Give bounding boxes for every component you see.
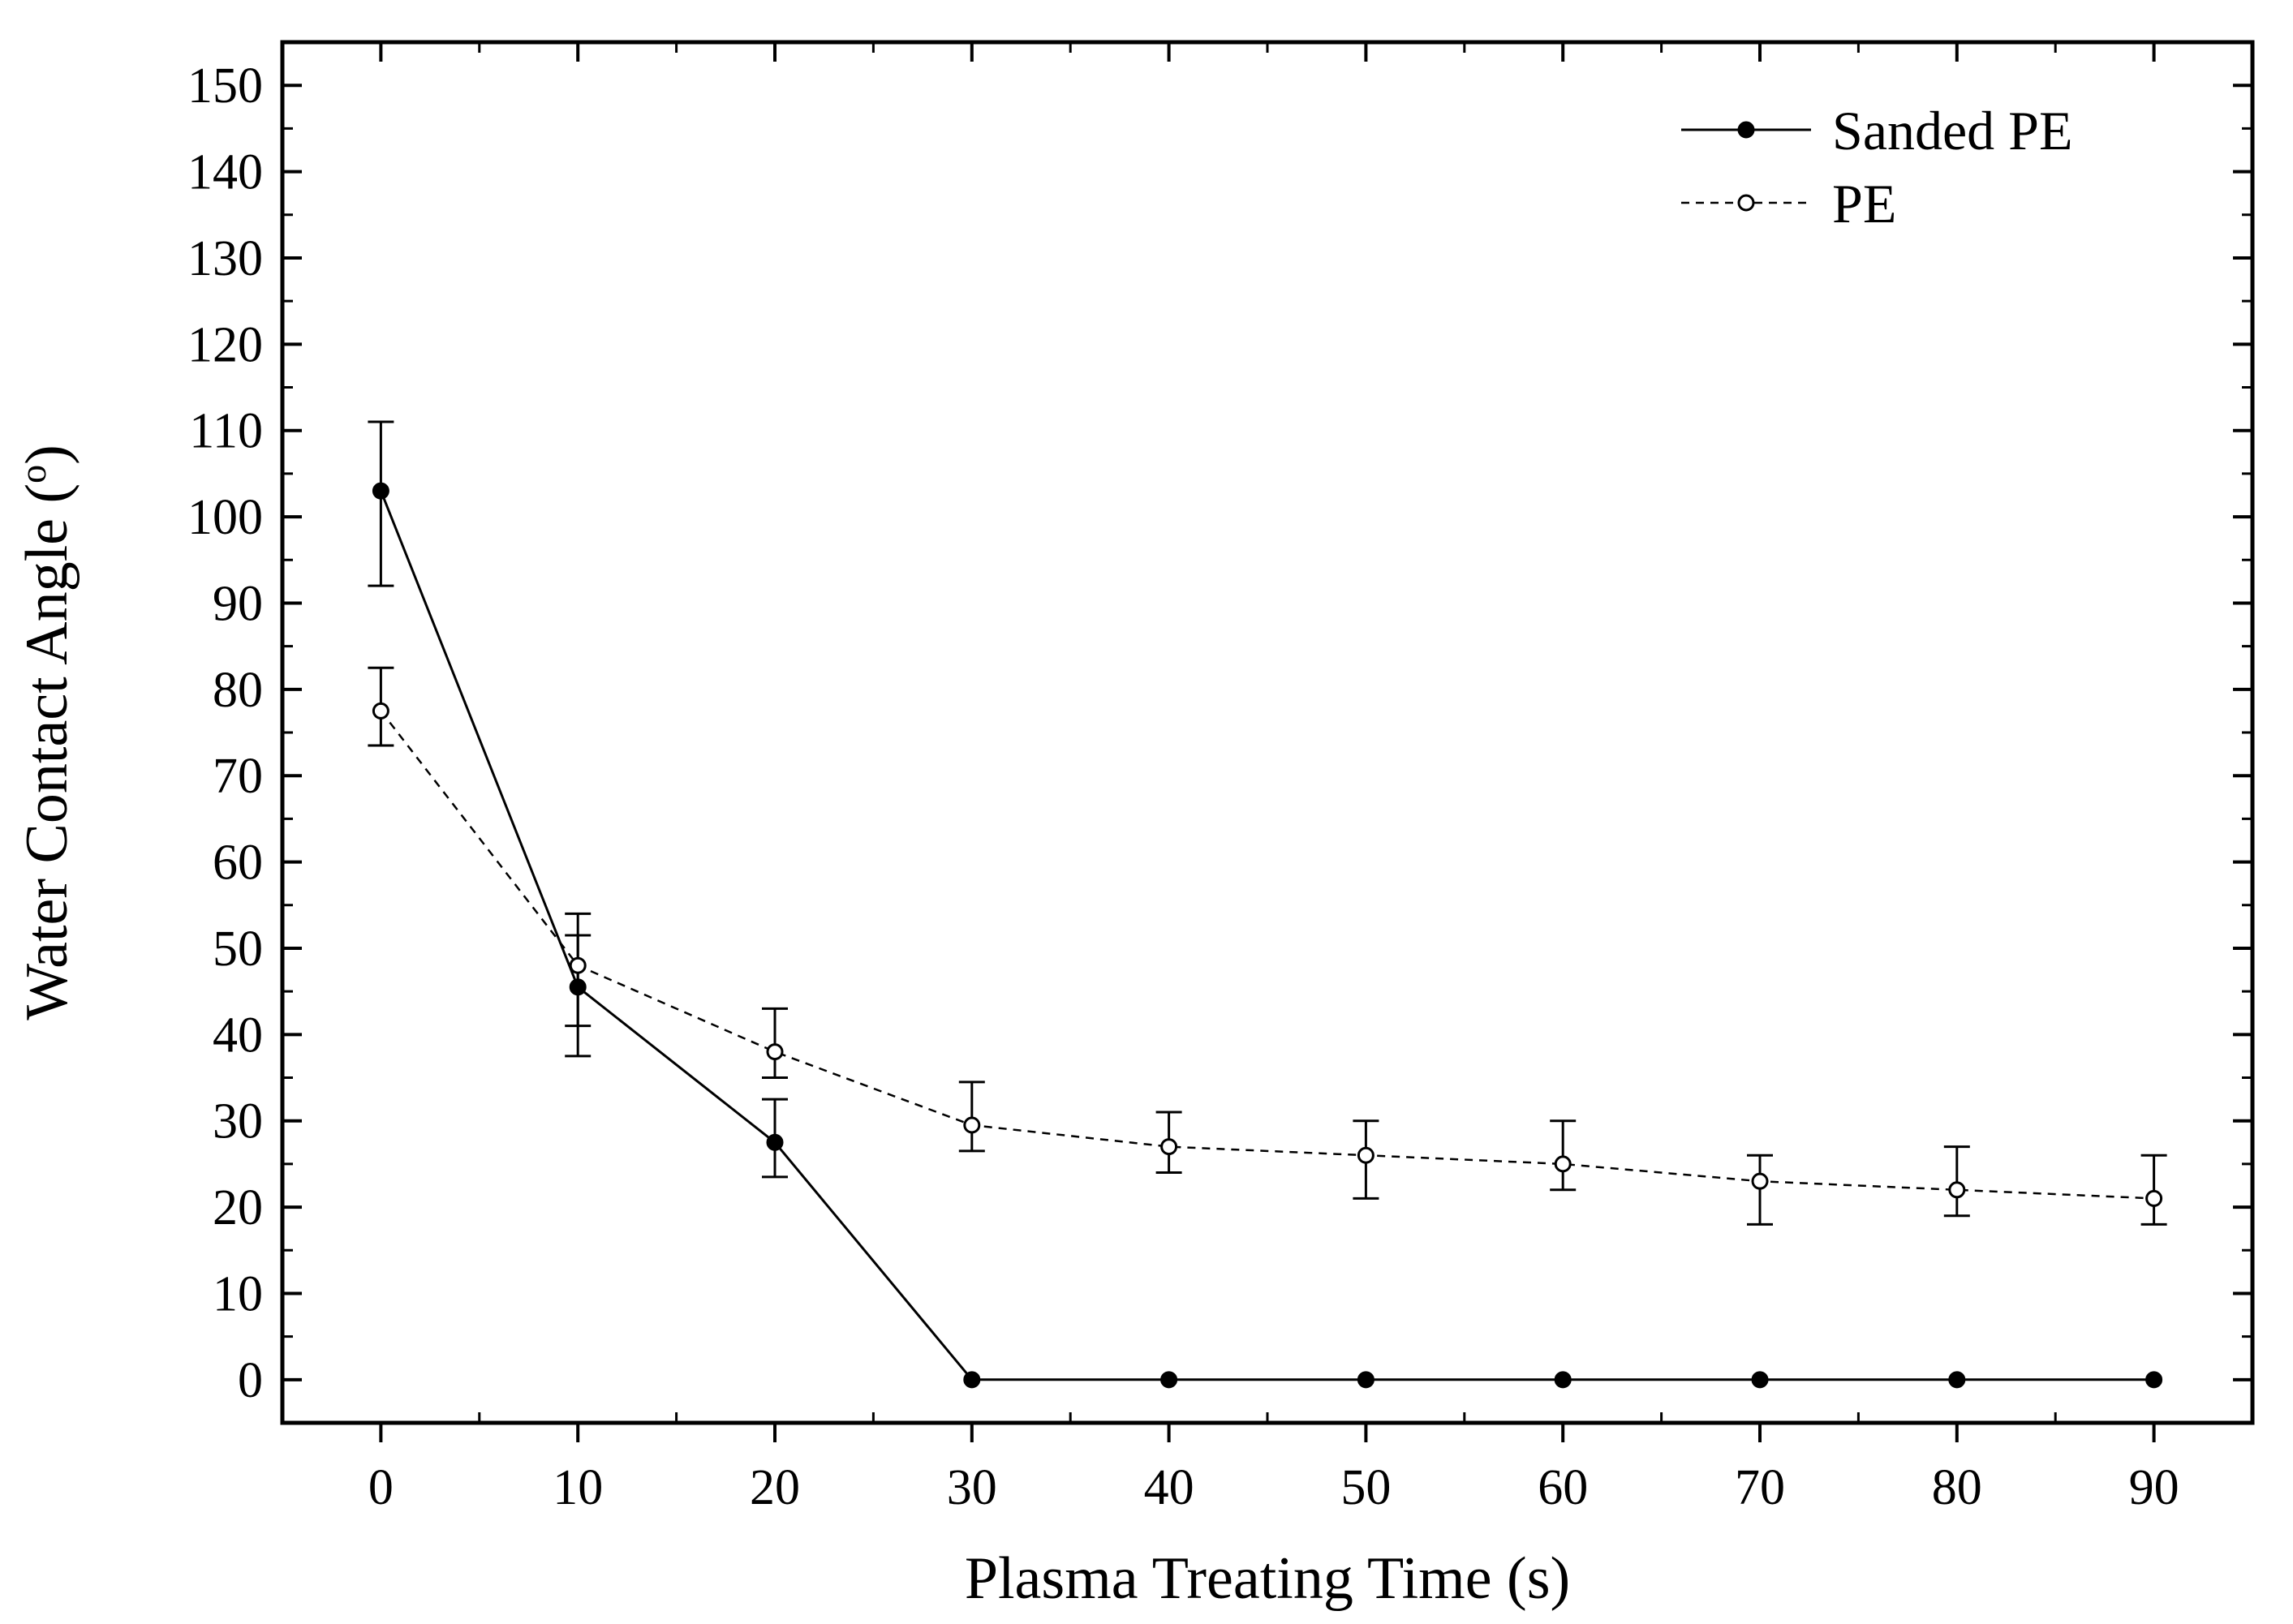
data-point-sanded-pe-70 <box>1751 1371 1769 1389</box>
y-axis-ticks: 0 10 20 30 40 50 60 70 80 90 100 110 120 130 140 150 <box>187 58 2252 1408</box>
y-tick-label-50: 50 <box>213 922 263 977</box>
x-tick-label-60: 60 <box>1538 1460 1588 1515</box>
y-tick-label-30: 30 <box>213 1094 263 1149</box>
y-tick-label-0: 0 <box>238 1353 263 1408</box>
y-axis-title-main: Water Contact Angle ( <box>14 483 80 1020</box>
legend: Sanded PE PE <box>1681 100 2073 234</box>
series-line-sanded-pe <box>380 490 2154 1381</box>
x-tick-label-40: 40 <box>1144 1460 1194 1515</box>
data-point-pe-50 <box>1357 1146 1375 1164</box>
data-point-sanded-pe-60 <box>1554 1371 1572 1389</box>
data-point-pe-40 <box>1160 1138 1178 1156</box>
data-point-pe-80 <box>1948 1181 1966 1199</box>
x-tick-label-0: 0 <box>368 1460 394 1515</box>
y-tick-label-60: 60 <box>213 836 263 891</box>
y-tick-label-130: 130 <box>187 231 263 286</box>
x-tick-label-50: 50 <box>1340 1460 1391 1515</box>
y-tick-label-150: 150 <box>187 58 263 114</box>
plot-lines <box>380 490 2154 1381</box>
series-line-pe <box>380 710 2154 1200</box>
data-point-sanded-pe-80 <box>1948 1371 1966 1389</box>
data-point-sanded-pe-20 <box>766 1133 784 1151</box>
x-axis-ticks: 0 10 20 30 40 50 60 70 80 90 <box>368 42 2179 1515</box>
x-tick-label-30: 30 <box>947 1460 997 1515</box>
data-point-sanded-pe-50 <box>1357 1371 1375 1389</box>
data-point-pe-30 <box>963 1116 981 1134</box>
x-tick-label-70: 70 <box>1735 1460 1785 1515</box>
data-point-pe-10 <box>569 956 587 974</box>
y-tick-label-10: 10 <box>213 1266 263 1321</box>
data-point-pe-60 <box>1554 1155 1572 1173</box>
legend-marker-pe <box>1737 194 1755 212</box>
data-point-pe-70 <box>1751 1172 1769 1190</box>
y-axis-title-end: ) <box>14 445 80 465</box>
y-axis-title: Water Contact Angle (o) <box>12 445 80 1020</box>
plot-frame <box>280 40 2255 1425</box>
series-layer <box>368 420 2167 1389</box>
x-axis-title: Plasma Treating Time (s) <box>965 1545 1570 1612</box>
x-tick-label-90: 90 <box>2129 1460 2179 1515</box>
legend-marker-sanded-pe <box>1737 121 1755 139</box>
data-point-pe-0 <box>372 702 389 720</box>
y-axis-title-superscript: o <box>12 465 54 483</box>
y-tick-label-80: 80 <box>213 663 263 718</box>
data-point-pe-90 <box>2145 1189 2163 1207</box>
legend-label-sanded-pe: Sanded PE <box>1832 100 2073 161</box>
data-point-sanded-pe-30 <box>963 1371 981 1389</box>
data-point-sanded-pe-40 <box>1160 1371 1178 1389</box>
data-point-sanded-pe-90 <box>2145 1371 2163 1389</box>
y-tick-label-90: 90 <box>213 576 263 631</box>
y-tick-label-20: 20 <box>213 1180 263 1235</box>
x-tick-label-80: 80 <box>1932 1460 1982 1515</box>
x-tick-label-20: 20 <box>750 1460 800 1515</box>
legend-label-pe: PE <box>1832 173 1896 234</box>
y-tick-label-70: 70 <box>213 749 263 804</box>
y-tick-label-40: 40 <box>213 1007 263 1063</box>
x-tick-label-10: 10 <box>553 1460 603 1515</box>
data-point-sanded-pe-0 <box>372 482 389 500</box>
y-tick-label-140: 140 <box>187 145 263 200</box>
y-tick-label-120: 120 <box>187 317 263 372</box>
y-tick-label-100: 100 <box>187 490 263 545</box>
y-tick-label-110: 110 <box>189 404 263 459</box>
data-point-pe-20 <box>766 1043 784 1061</box>
